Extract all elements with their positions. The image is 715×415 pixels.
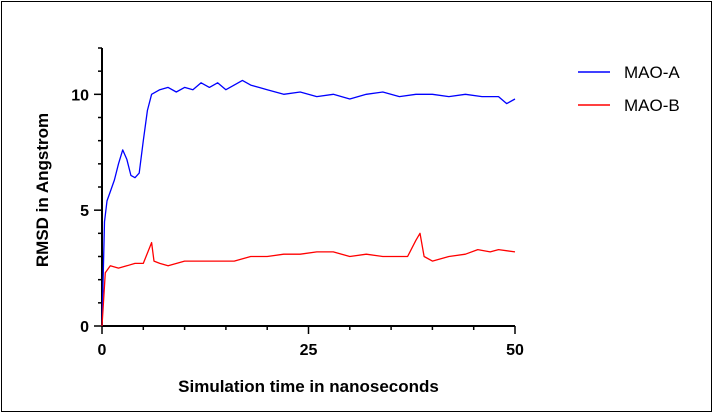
y-tick-label: 0 (80, 319, 89, 336)
series-layer (101, 79, 516, 327)
y-axis-title: RMSD in Angstrom (33, 113, 52, 267)
series-line-mao-a (101, 79, 516, 327)
legend-label-mao-a: MAO-A (624, 63, 680, 82)
x-axis-title: Simulation time in nanoseconds (178, 377, 439, 396)
legend-label-mao-b: MAO-B (624, 96, 680, 115)
x-tick-label: 25 (300, 342, 318, 359)
x-tick-label: 0 (98, 342, 107, 359)
x-tick-label: 50 (506, 342, 524, 359)
y-tick-label: 10 (71, 87, 89, 104)
legend: MAO-A MAO-B (578, 63, 680, 115)
axes: 0 5 10 0 25 50 (71, 47, 524, 359)
series-line-mao-b (101, 232, 516, 327)
y-tick-label: 5 (80, 203, 89, 220)
